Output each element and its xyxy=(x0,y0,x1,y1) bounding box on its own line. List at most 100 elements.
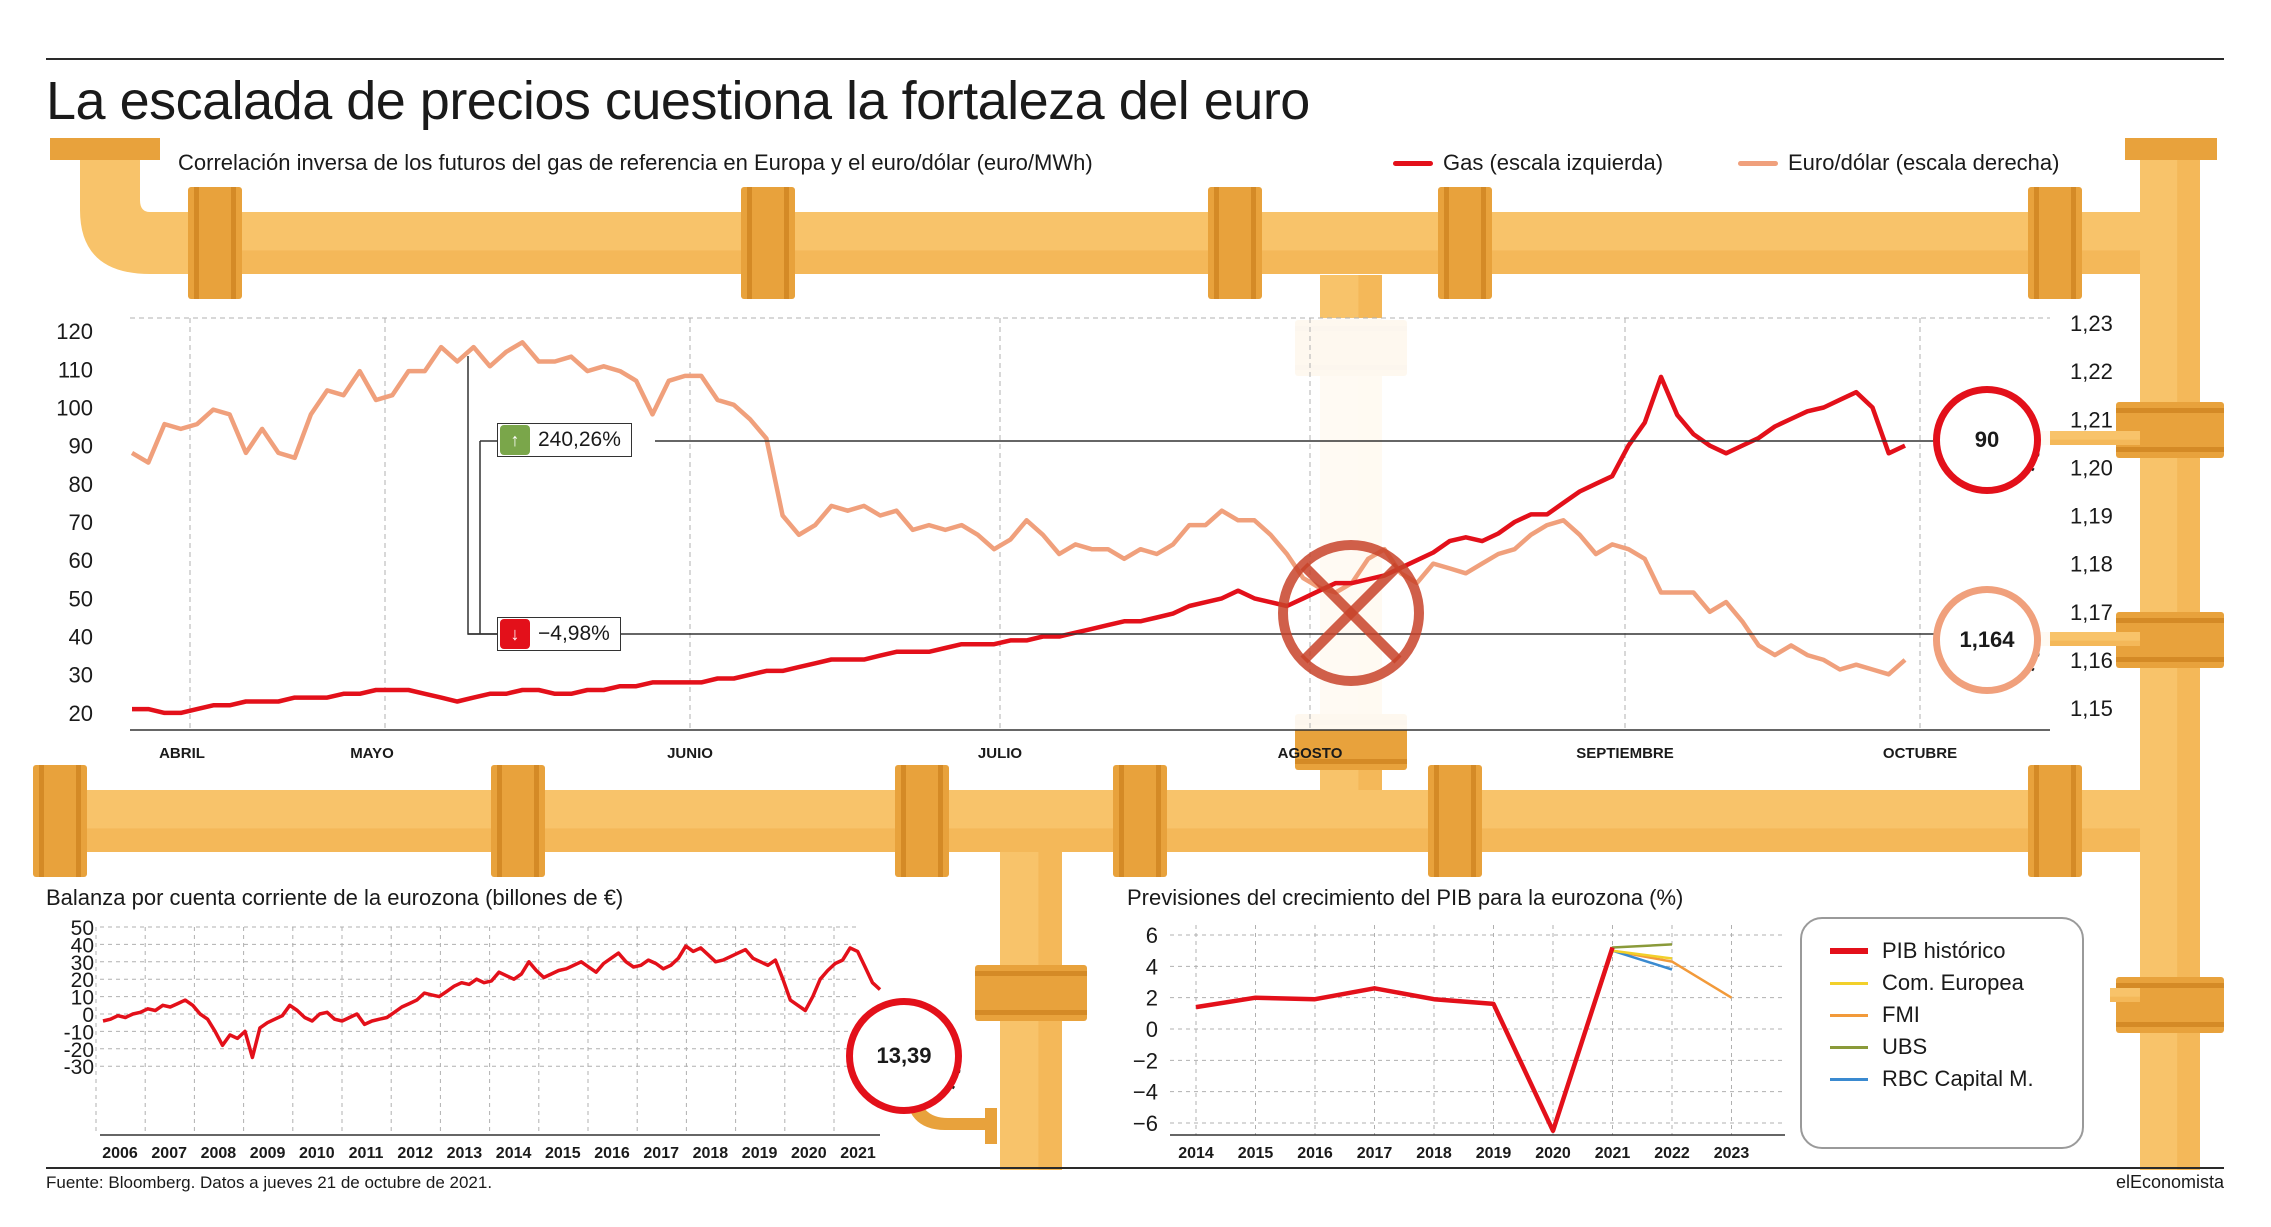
pipe-flange-bolt xyxy=(1156,765,1161,877)
pib-legend: PIB histórico Com. Europea FMI UBS RBC C… xyxy=(1800,917,2084,1149)
pipe-flange-bolt xyxy=(1295,759,1407,764)
pib-legend-label: Com. Europea xyxy=(1882,970,2024,995)
legend-gas-swatch xyxy=(1393,160,1433,166)
balance-x-tick-label: 2013 xyxy=(447,1145,483,1162)
pipe-cap xyxy=(2125,138,2217,160)
pib-x-tick-label: 2015 xyxy=(1238,1145,1274,1162)
pipe-flange-bolt xyxy=(2116,657,2224,662)
pib-y-tick-label: 6 xyxy=(1146,923,1158,948)
pipe-flange xyxy=(895,765,949,877)
balance-y-tick-label: -30 xyxy=(64,1056,94,1079)
balance-y-tick-label: 20 xyxy=(71,969,94,992)
gauge-euro-value: 1,164 xyxy=(1959,627,2015,652)
pib-x-tick-label: 2022 xyxy=(1654,1145,1690,1162)
pipe-flange-bolt xyxy=(784,187,789,299)
y-right-tick-label: 1,15 xyxy=(2070,696,2113,721)
callout-down-text: −4,98% xyxy=(538,622,610,645)
balance-x-tick-label: 2006 xyxy=(102,1145,138,1162)
balance-y-tick-label: 50 xyxy=(71,917,94,940)
balance-x-tick-label: 2009 xyxy=(250,1145,286,1162)
prohibited-bar xyxy=(1300,562,1402,664)
balance-x-tick-label: 2019 xyxy=(742,1145,778,1162)
y-left-tick-label: 80 xyxy=(69,472,93,497)
balance-y-tick-label: 40 xyxy=(71,934,94,957)
x-month-label: JULIO xyxy=(978,745,1023,762)
y-left-tick-label: 60 xyxy=(69,548,93,573)
balance-series-line xyxy=(102,944,882,1060)
pipe-flange xyxy=(2116,402,2224,458)
y-right-tick-label: 1,17 xyxy=(2070,600,2113,625)
pipe-flange xyxy=(1113,765,1167,877)
pib-series-line xyxy=(1195,946,1615,1134)
page-title: La escalada de precios cuestiona la fort… xyxy=(46,71,1310,131)
pipe-flange-bolt xyxy=(1251,187,1256,299)
balance-x-tick-label: 2018 xyxy=(693,1145,729,1162)
pipe-flange xyxy=(1208,187,1262,299)
pipe-flange-bolt xyxy=(2034,765,2039,877)
pib-x-tick-label: 2018 xyxy=(1416,1145,1452,1162)
y-right-tick-label: 1,22 xyxy=(2070,359,2113,384)
pipe-flange-bolt xyxy=(1444,187,1449,299)
pib-legend-swatch xyxy=(1830,981,1868,985)
pipe-flange-bolt xyxy=(747,187,752,299)
y-right-tick-label: 1,18 xyxy=(2070,552,2113,577)
gas-series-line xyxy=(132,374,1906,716)
y-right-tick-label: 1,23 xyxy=(2070,311,2113,336)
pipe-shade xyxy=(2110,996,2140,1002)
pib-y-tick-label: −2 xyxy=(1133,1048,1158,1073)
pib-legend-row: Com. Europea xyxy=(1830,967,2082,999)
pib-x-tick-label: 2019 xyxy=(1476,1145,1512,1162)
pib-y-tick-label: −6 xyxy=(1133,1111,1158,1136)
top-rule xyxy=(46,58,2224,60)
x-month-label: SEPTIEMBRE xyxy=(1576,745,1674,762)
arrow-down-icon: ↓ xyxy=(500,619,530,649)
pipe-flange-bolt xyxy=(975,971,1087,976)
pipe-elbow xyxy=(2140,790,2170,852)
pib-legend-row: PIB histórico xyxy=(1830,935,2082,967)
pipe-shade xyxy=(200,250,2170,274)
pipe-shade xyxy=(2040,640,2140,646)
pipe-flange xyxy=(2116,612,2224,668)
pipe-flange xyxy=(2116,977,2224,1033)
balance-x-tick-label: 2015 xyxy=(545,1145,581,1162)
pib-x-tick-label: 2023 xyxy=(1714,1145,1750,1162)
y-left-tick-label: 100 xyxy=(56,395,93,420)
pib-legend-swatch xyxy=(1830,1077,1868,1081)
top-chart xyxy=(130,317,2050,1090)
prohibited-ring xyxy=(1278,540,1424,686)
balance-chart xyxy=(95,926,882,1136)
pipe-flange-bolt xyxy=(938,765,943,877)
pib-y-tick-label: −4 xyxy=(1133,1080,1158,1105)
balance-x-tick-label: 2014 xyxy=(496,1145,532,1162)
pipe-flange-bolt xyxy=(231,187,236,299)
pipe-flange-bolt xyxy=(2071,765,2076,877)
gauge-balance: 13,39 xyxy=(846,998,962,1114)
source-note: Fuente: Bloomberg. Datos a jueves 21 de … xyxy=(46,1173,493,1192)
y-left-tick-label: 20 xyxy=(69,701,93,726)
pib-legend-label: RBC Capital M. xyxy=(1882,1066,2034,1091)
pib-chart xyxy=(1170,925,1785,1136)
y-left-tick-label: 110 xyxy=(58,357,93,382)
pipe-flange-bolt xyxy=(901,765,906,877)
pib-legend-row: UBS xyxy=(1830,1031,2082,1063)
callout-up-text: 240,26% xyxy=(538,428,621,451)
top-plot-area xyxy=(130,318,2050,730)
legend-gas-label: Gas (escala izquierda) xyxy=(1443,150,1664,175)
balance-x-tick-label: 2011 xyxy=(349,1145,384,1162)
pipe-flange-bolt xyxy=(76,765,81,877)
pipe-elbow xyxy=(905,1085,990,1130)
y-right-tick-label: 1,21 xyxy=(2070,407,2113,432)
pipe-flange-bolt xyxy=(1214,187,1219,299)
y-right-tick-label: 1,16 xyxy=(2070,648,2113,673)
bottom-rule xyxy=(46,1167,2224,1169)
pipe-flange-bolt xyxy=(2116,1022,2224,1027)
top-chart-subtitle: Correlación inversa de los futuros del g… xyxy=(178,150,1093,175)
x-month-label: MAYO xyxy=(350,745,394,762)
balance-x-tick-label: 2008 xyxy=(201,1145,237,1162)
pipe-flange-bolt xyxy=(1434,765,1439,877)
pipe-flange-bolt xyxy=(975,1010,1087,1015)
pib-x-tick-label: 2017 xyxy=(1357,1145,1393,1162)
y-right-tick-label: 1,20 xyxy=(2070,455,2113,480)
pipe-flange-bolt xyxy=(1471,765,1476,877)
